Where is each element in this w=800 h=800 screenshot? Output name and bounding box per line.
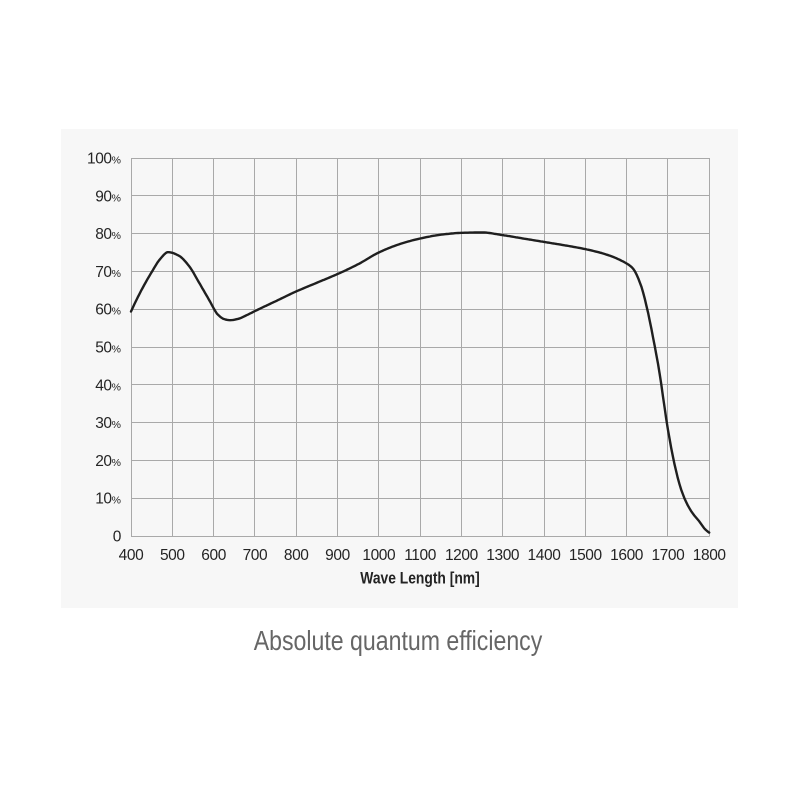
svg-text:80%: 80%	[95, 226, 121, 243]
svg-text:600: 600	[201, 547, 226, 564]
svg-text:500: 500	[160, 547, 185, 564]
svg-text:90%: 90%	[95, 188, 121, 205]
svg-text:100%: 100%	[87, 151, 121, 168]
svg-text:20%: 20%	[95, 453, 121, 470]
svg-text:1700: 1700	[651, 547, 685, 564]
svg-text:800: 800	[284, 547, 309, 564]
svg-text:Wave Length [nm]: Wave Length [nm]	[360, 569, 479, 587]
svg-text:1500: 1500	[569, 547, 603, 564]
svg-text:1400: 1400	[528, 547, 562, 564]
svg-text:1800: 1800	[693, 547, 727, 564]
svg-text:40%: 40%	[95, 377, 121, 394]
svg-text:1600: 1600	[610, 547, 644, 564]
svg-text:1300: 1300	[486, 547, 520, 564]
svg-text:900: 900	[325, 547, 350, 564]
svg-text:0: 0	[113, 529, 122, 546]
svg-text:70%: 70%	[95, 264, 121, 281]
svg-text:30%: 30%	[95, 415, 121, 432]
svg-text:50%: 50%	[95, 340, 121, 357]
svg-text:1000: 1000	[362, 547, 396, 564]
svg-text:1100: 1100	[404, 547, 437, 564]
svg-text:10%: 10%	[95, 491, 121, 508]
svg-text:400: 400	[119, 547, 144, 564]
svg-text:60%: 60%	[95, 302, 121, 319]
svg-text:Absolute quantum efficiency: Absolute quantum efficiency	[254, 626, 543, 657]
svg-text:1200: 1200	[445, 547, 479, 564]
svg-text:700: 700	[243, 547, 268, 564]
